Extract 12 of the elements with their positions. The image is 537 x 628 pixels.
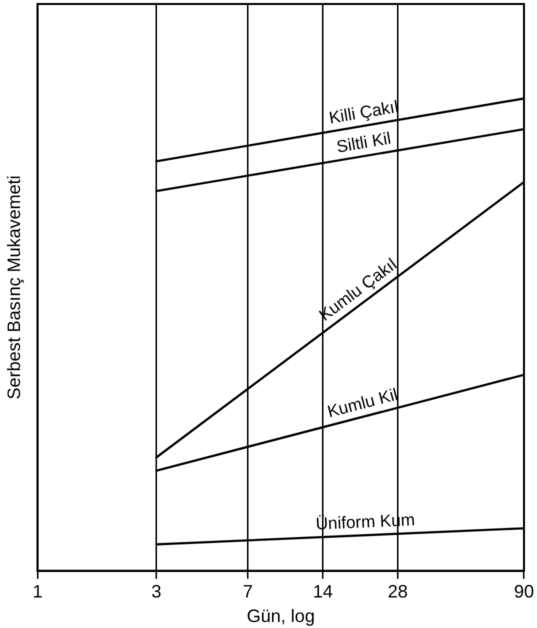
x-tick-label: 3 <box>151 582 162 602</box>
x-tick-label: 28 <box>388 582 408 602</box>
text: Kumlu Kil <box>325 384 400 422</box>
x-tick-label: 14 <box>312 582 333 602</box>
x-tick-label: 90 <box>514 582 534 602</box>
x-tick-label: 7 <box>242 582 253 602</box>
x-axis-title: Gün, log <box>246 606 315 626</box>
series-label: Üniform Kum <box>315 510 416 534</box>
text: Killi Çakıl <box>328 97 400 128</box>
x-tick-label: 1 <box>32 582 43 602</box>
y-axis-title: Serbest Basınç Mukavemeti <box>4 175 24 400</box>
text: Siltli Kil <box>335 128 392 157</box>
